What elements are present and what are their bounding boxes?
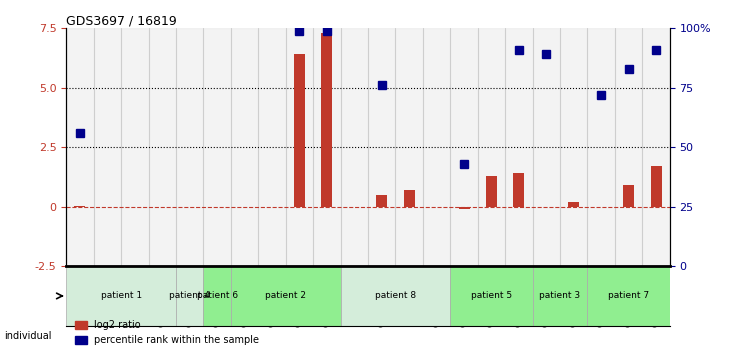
Text: patient 8: patient 8 — [375, 291, 416, 301]
Bar — [450, 28, 478, 266]
Bar — [568, 202, 579, 207]
Bar — [459, 207, 470, 209]
Bar — [533, 28, 560, 266]
Text: patient 2: patient 2 — [265, 291, 306, 301]
FancyBboxPatch shape — [341, 266, 450, 326]
Bar — [514, 173, 524, 207]
Bar — [505, 28, 533, 266]
Bar — [313, 28, 341, 266]
Bar — [322, 33, 333, 207]
Bar — [93, 28, 121, 266]
Bar — [203, 28, 231, 266]
Text: individual: individual — [4, 331, 52, 341]
Bar — [231, 28, 258, 266]
Bar — [121, 28, 149, 266]
Bar — [376, 195, 387, 207]
FancyBboxPatch shape — [66, 266, 176, 326]
Bar — [176, 28, 203, 266]
Bar — [486, 176, 497, 207]
Bar — [623, 185, 634, 207]
Text: GDS3697 / 16819: GDS3697 / 16819 — [66, 14, 177, 27]
Bar — [403, 190, 414, 207]
Text: patient 3: patient 3 — [539, 291, 581, 301]
FancyBboxPatch shape — [176, 266, 203, 326]
FancyBboxPatch shape — [533, 266, 587, 326]
FancyBboxPatch shape — [203, 266, 231, 326]
Bar — [66, 28, 93, 266]
Text: patient 5: patient 5 — [471, 291, 512, 301]
Bar — [395, 28, 423, 266]
Bar — [258, 28, 286, 266]
Bar — [423, 28, 450, 266]
Text: patient 6: patient 6 — [197, 291, 238, 301]
Text: patient 7: patient 7 — [608, 291, 649, 301]
Bar — [286, 28, 313, 266]
FancyBboxPatch shape — [231, 266, 341, 326]
Bar — [368, 28, 395, 266]
Bar — [560, 28, 587, 266]
Text: patient 1: patient 1 — [101, 291, 141, 301]
Bar — [341, 28, 368, 266]
Bar — [651, 166, 662, 207]
Bar — [74, 206, 85, 207]
Bar — [149, 28, 176, 266]
Bar — [615, 28, 643, 266]
Bar — [294, 55, 305, 207]
Bar — [478, 28, 505, 266]
Bar — [587, 28, 615, 266]
Bar — [643, 28, 670, 266]
Legend: log2 ratio, percentile rank within the sample: log2 ratio, percentile rank within the s… — [71, 316, 263, 349]
Text: patient 4: patient 4 — [169, 291, 210, 301]
FancyBboxPatch shape — [450, 266, 533, 326]
FancyBboxPatch shape — [587, 266, 670, 326]
